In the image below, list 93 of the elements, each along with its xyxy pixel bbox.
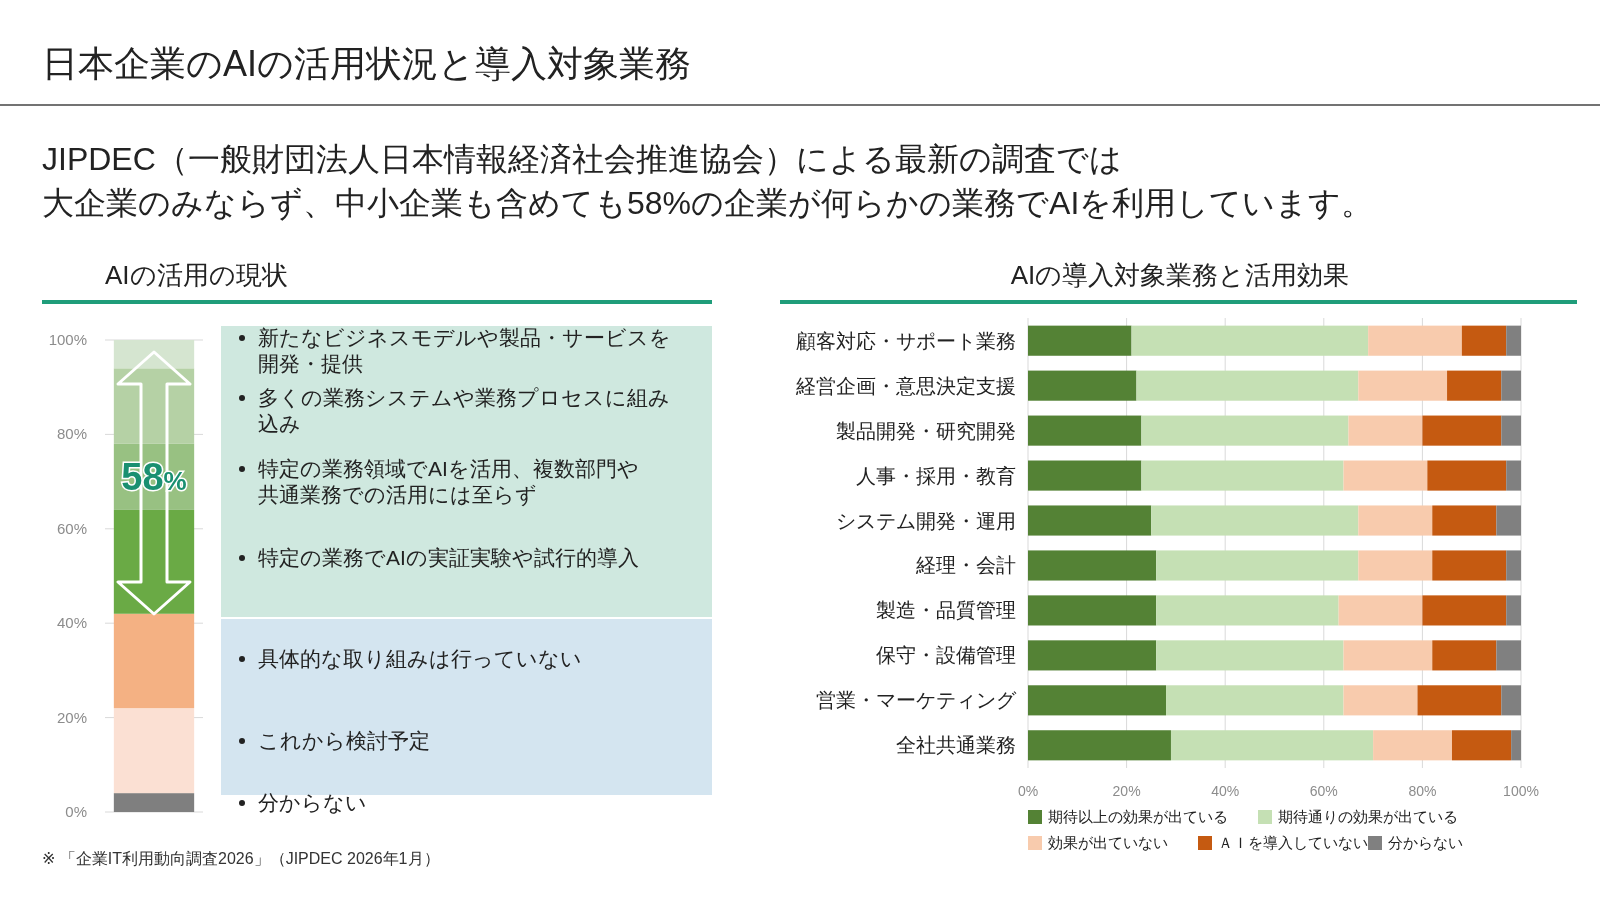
bar [1028, 460, 1142, 491]
bar [1506, 595, 1521, 626]
bar [113, 793, 195, 812]
bar [1451, 730, 1512, 761]
bar [1358, 550, 1433, 581]
bar [113, 613, 195, 709]
bar [1496, 505, 1521, 536]
x-tick-label: 60% [1309, 783, 1338, 799]
text: JIPDEC（一般財団法人日本情報経済社会推進協会）による最新の調査では大企業のみならず、中小企業も含めても58%の企業が何らかの業務でAIを利用しています。 [42, 141, 1374, 221]
x-tick-label: 100% [1503, 783, 1539, 799]
bar [1358, 505, 1433, 536]
bar [1461, 325, 1507, 356]
text: これから検討予定 [258, 729, 430, 752]
y-tick-label: 営業・マーケティング [816, 689, 1017, 712]
bar [1028, 685, 1167, 716]
y-tick-label: 顧客対応・サポート業務 [796, 329, 1016, 352]
bar [1131, 325, 1369, 356]
legend-label: 分からない [1388, 834, 1463, 851]
y-tick-label: 100% [48, 331, 87, 348]
bar [1141, 415, 1349, 446]
legend-label: 効果が出ていない [1048, 834, 1168, 851]
bar [1170, 730, 1374, 761]
y-tick-label: 20% [56, 708, 87, 726]
bar [1166, 685, 1344, 716]
legend-label: 期待以上の効果が出ている [1048, 808, 1228, 825]
bar [1432, 505, 1497, 536]
bar [113, 708, 195, 794]
bar [1028, 415, 1142, 446]
y-tick-label: 経営企画・意思決定支援 [795, 374, 1016, 397]
y-tick-label: 製造・品質管理 [876, 599, 1016, 622]
y-tick-label: 人事・採用・教育 [856, 464, 1016, 487]
bar [1358, 370, 1448, 401]
y-tick-label: 経理・会計 [915, 554, 1016, 577]
bar [1348, 415, 1423, 446]
legend-label: 期待通りの効果が出ている [1278, 808, 1458, 825]
bar [1422, 595, 1507, 626]
bar [1506, 550, 1521, 581]
text: ※ 「企業IT利用動向調査2026」（JIPDEC 2026年1月） [42, 850, 440, 867]
bar [1028, 595, 1157, 626]
chart-title: AIの導入対象業務と活用効果 [1010, 260, 1350, 290]
bar [1141, 460, 1344, 491]
bar [1028, 550, 1157, 581]
bar [1136, 370, 1359, 401]
y-tick-label: 保守・設備管理 [876, 644, 1016, 667]
bar [1368, 325, 1462, 356]
bar [113, 368, 195, 444]
bar [1427, 460, 1507, 491]
y-tick-label: システム開発・運用 [836, 509, 1016, 532]
bar [1156, 640, 1344, 671]
text: 多くの業務システムや業務プロセスに組み込み [258, 386, 670, 435]
bar [1501, 370, 1521, 401]
bar [1432, 640, 1497, 671]
legend-label: ＡＩを導入していない [1218, 834, 1368, 851]
bar [1447, 370, 1502, 401]
bar [1028, 730, 1171, 761]
bar [1501, 685, 1521, 716]
y-tick-label: 0% [65, 803, 87, 820]
bar [1028, 505, 1152, 536]
bar [1373, 730, 1452, 761]
x-tick-label: 20% [1112, 783, 1141, 799]
x-tick-label: 40% [1211, 783, 1240, 799]
bar [1496, 640, 1521, 671]
text: 新たなビジネスモデルや製品・サービスを開発・提供 [258, 326, 671, 375]
x-tick-label: 80% [1408, 783, 1437, 799]
bar [1343, 640, 1433, 671]
text: 日本企業のAIの活用状況と導入対象業務 [42, 43, 692, 84]
chart-title: AIの活用の現状 [105, 260, 288, 290]
bar [1343, 685, 1418, 716]
y-tick-label: 製品開発・研究開発 [836, 419, 1016, 442]
y-tick-label: 40% [56, 614, 87, 632]
bar [1151, 505, 1359, 536]
bar [1432, 550, 1507, 581]
x-tick-label: 0% [1017, 783, 1039, 799]
bar [1506, 325, 1521, 356]
text: 分からない [258, 791, 367, 814]
bar [1506, 460, 1521, 491]
bar [1338, 595, 1423, 626]
bar [1422, 415, 1502, 446]
bar [1501, 415, 1521, 446]
y-tick-label: 80% [56, 425, 87, 443]
text: 特定の業務でAIの実証実験や試行的導入 [258, 546, 639, 569]
text: 特定の業務領域でAIを活用、複数部門や共通業務での活用には至らず [258, 457, 639, 507]
y-tick-label: 60% [56, 519, 87, 537]
bar [1417, 685, 1502, 716]
bar [1028, 325, 1132, 356]
bar [1156, 550, 1359, 581]
bar [1156, 595, 1339, 626]
bar [1028, 640, 1157, 671]
bar [1028, 370, 1137, 401]
bar [1511, 730, 1521, 761]
text: 具体的な取り組みは行っていない [258, 647, 582, 670]
bar [1343, 460, 1428, 491]
y-tick-label: 全社共通業務 [896, 734, 1016, 757]
